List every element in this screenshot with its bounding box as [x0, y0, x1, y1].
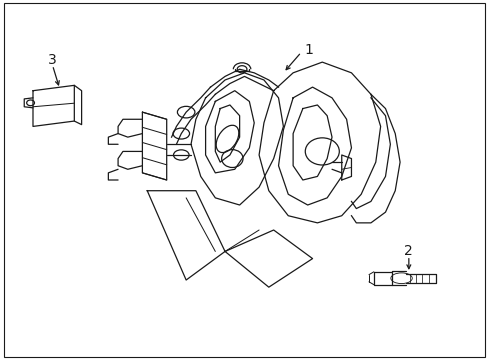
Text: 3: 3 — [48, 53, 57, 67]
Text: 1: 1 — [304, 42, 312, 57]
Text: 2: 2 — [404, 244, 412, 258]
